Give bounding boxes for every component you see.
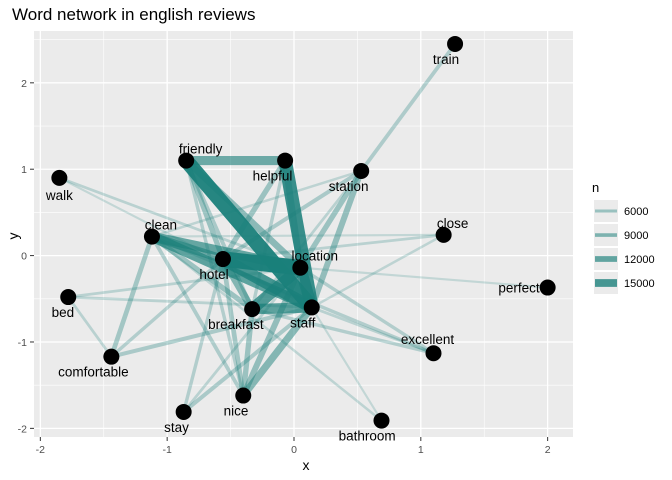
edge-clean-nice [150,234,246,398]
node-label-location: location [291,249,338,264]
edge-bathroom-clean [150,235,383,422]
node-label-helpful: helpful [253,169,293,184]
node-label-clean: clean [145,218,177,233]
node-label-train: train [433,52,459,67]
y-tick-label: 1 [21,164,27,176]
node-label-excellent: excellent [401,332,455,347]
node-close [435,226,452,243]
edge-comfortable-staff [109,305,314,359]
node-helpful [277,152,294,169]
grid-lines [34,31,573,437]
edge-stay-staff [181,305,314,414]
node-walk [51,169,68,186]
chart-title: Word network in english reviews [12,5,255,24]
edge-nice-breakfast [240,306,255,399]
edge-perfect-location [299,266,549,289]
node-label-perfect: perfect [498,281,540,296]
node-label-nice: nice [224,404,249,419]
node-hotel [214,251,231,268]
edge-bathroom-staff [310,306,383,422]
node-label-bathroom: bathroom [339,429,396,444]
node-bathroom [373,412,390,429]
nodes-layer [51,35,556,429]
edge-excellent-location [298,265,436,355]
x-tick-label: 1 [418,444,424,456]
node-label-friendly: friendly [179,142,223,157]
axes-layer: -2 -1 0 1 2 -2 -1 0 1 2 [18,78,551,456]
legend-label: 12000 [624,254,655,266]
y-tick-label: -2 [18,423,27,435]
edge-station-location [297,168,364,271]
edge-excellent-staff [310,306,435,355]
node-label-station: station [329,179,369,194]
node-staff [303,299,320,316]
y-tick-label: -1 [18,337,27,349]
node-nice [235,387,252,404]
node-clean [143,228,160,245]
legend-label: 9000 [624,230,648,242]
node-train [447,35,464,52]
y-tick-label: 2 [21,78,27,90]
edge-helpful-hotel [220,157,288,262]
edge-stay-hotel [181,257,225,414]
edge-staff-helpful [278,153,319,315]
edge-friendly-breakfast [184,158,255,312]
edge-nice-staff [239,303,316,400]
node-perfect [539,279,556,296]
edge-bed-location [66,266,302,299]
node-station [353,162,370,179]
edge-comfortable-bed [66,295,113,359]
node-friendly [178,152,195,169]
node-label-breakfast: breakfast [208,317,264,332]
x-tick-label: -1 [162,444,171,456]
edge-excellent-breakfast [250,307,436,355]
node-label-close: close [437,216,469,231]
node-labels-layer: train friendly helpful station walk clean clos… [45,52,540,444]
edge-nice-hotel [220,256,246,398]
edge-comfortable-clean [109,234,155,360]
node-label-hotel: hotel [199,267,228,282]
x-tick-label: 2 [545,444,551,456]
node-location [292,259,309,276]
y-axis-title: y [5,233,21,240]
node-excellent [425,345,442,362]
node-stay [175,403,192,420]
edge-location-hotel [215,251,309,276]
node-label-walk: walk [45,188,73,203]
node-label-stay: stay [164,420,189,435]
node-breakfast [244,301,261,318]
node-label-staff: staff [290,315,316,330]
edge-friendly-nice [184,158,245,398]
edge-train-station [359,42,457,173]
legend-key-bg [594,200,618,222]
edge-station-staff [308,167,365,311]
node-bed [60,289,77,306]
edge-comfortable-hotel [109,257,225,359]
legend-label: 6000 [624,206,648,218]
edge-close-staff [310,233,445,309]
edge-staff-friendly [178,153,320,315]
legend-title: n [592,180,599,195]
y-tick-label: 0 [21,251,27,263]
edge-station-clean [150,169,363,238]
x-tick-label: -2 [36,444,45,456]
x-axis-title: x [303,457,310,473]
x-tick-label: 0 [291,444,297,456]
node-label-bed: bed [52,305,75,320]
edges-layer [57,42,549,422]
legend: n 6000 9000 12000 15000 [592,180,655,294]
node-label-comfortable: comfortable [58,365,129,380]
node-comfortable [103,348,120,365]
legend-label: 15000 [624,278,655,290]
